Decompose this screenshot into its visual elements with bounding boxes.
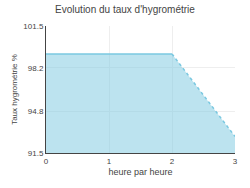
svg-text:3: 3 [233, 157, 238, 166]
svg-text:heure par heure: heure par heure [108, 167, 172, 177]
svg-text:Taux hygrométrie %: Taux hygrométrie % [10, 54, 19, 125]
svg-text:101.5: 101.5 [23, 22, 44, 31]
svg-text:2: 2 [170, 157, 175, 166]
svg-text:0: 0 [44, 157, 49, 166]
svg-text:94.8: 94.8 [28, 107, 44, 116]
svg-text:98.2: 98.2 [28, 64, 44, 73]
svg-text:Evolution du taux d'hygrométri: Evolution du taux d'hygrométrie [55, 4, 195, 15]
svg-text:91.5: 91.5 [28, 149, 44, 158]
svg-text:1: 1 [107, 157, 112, 166]
